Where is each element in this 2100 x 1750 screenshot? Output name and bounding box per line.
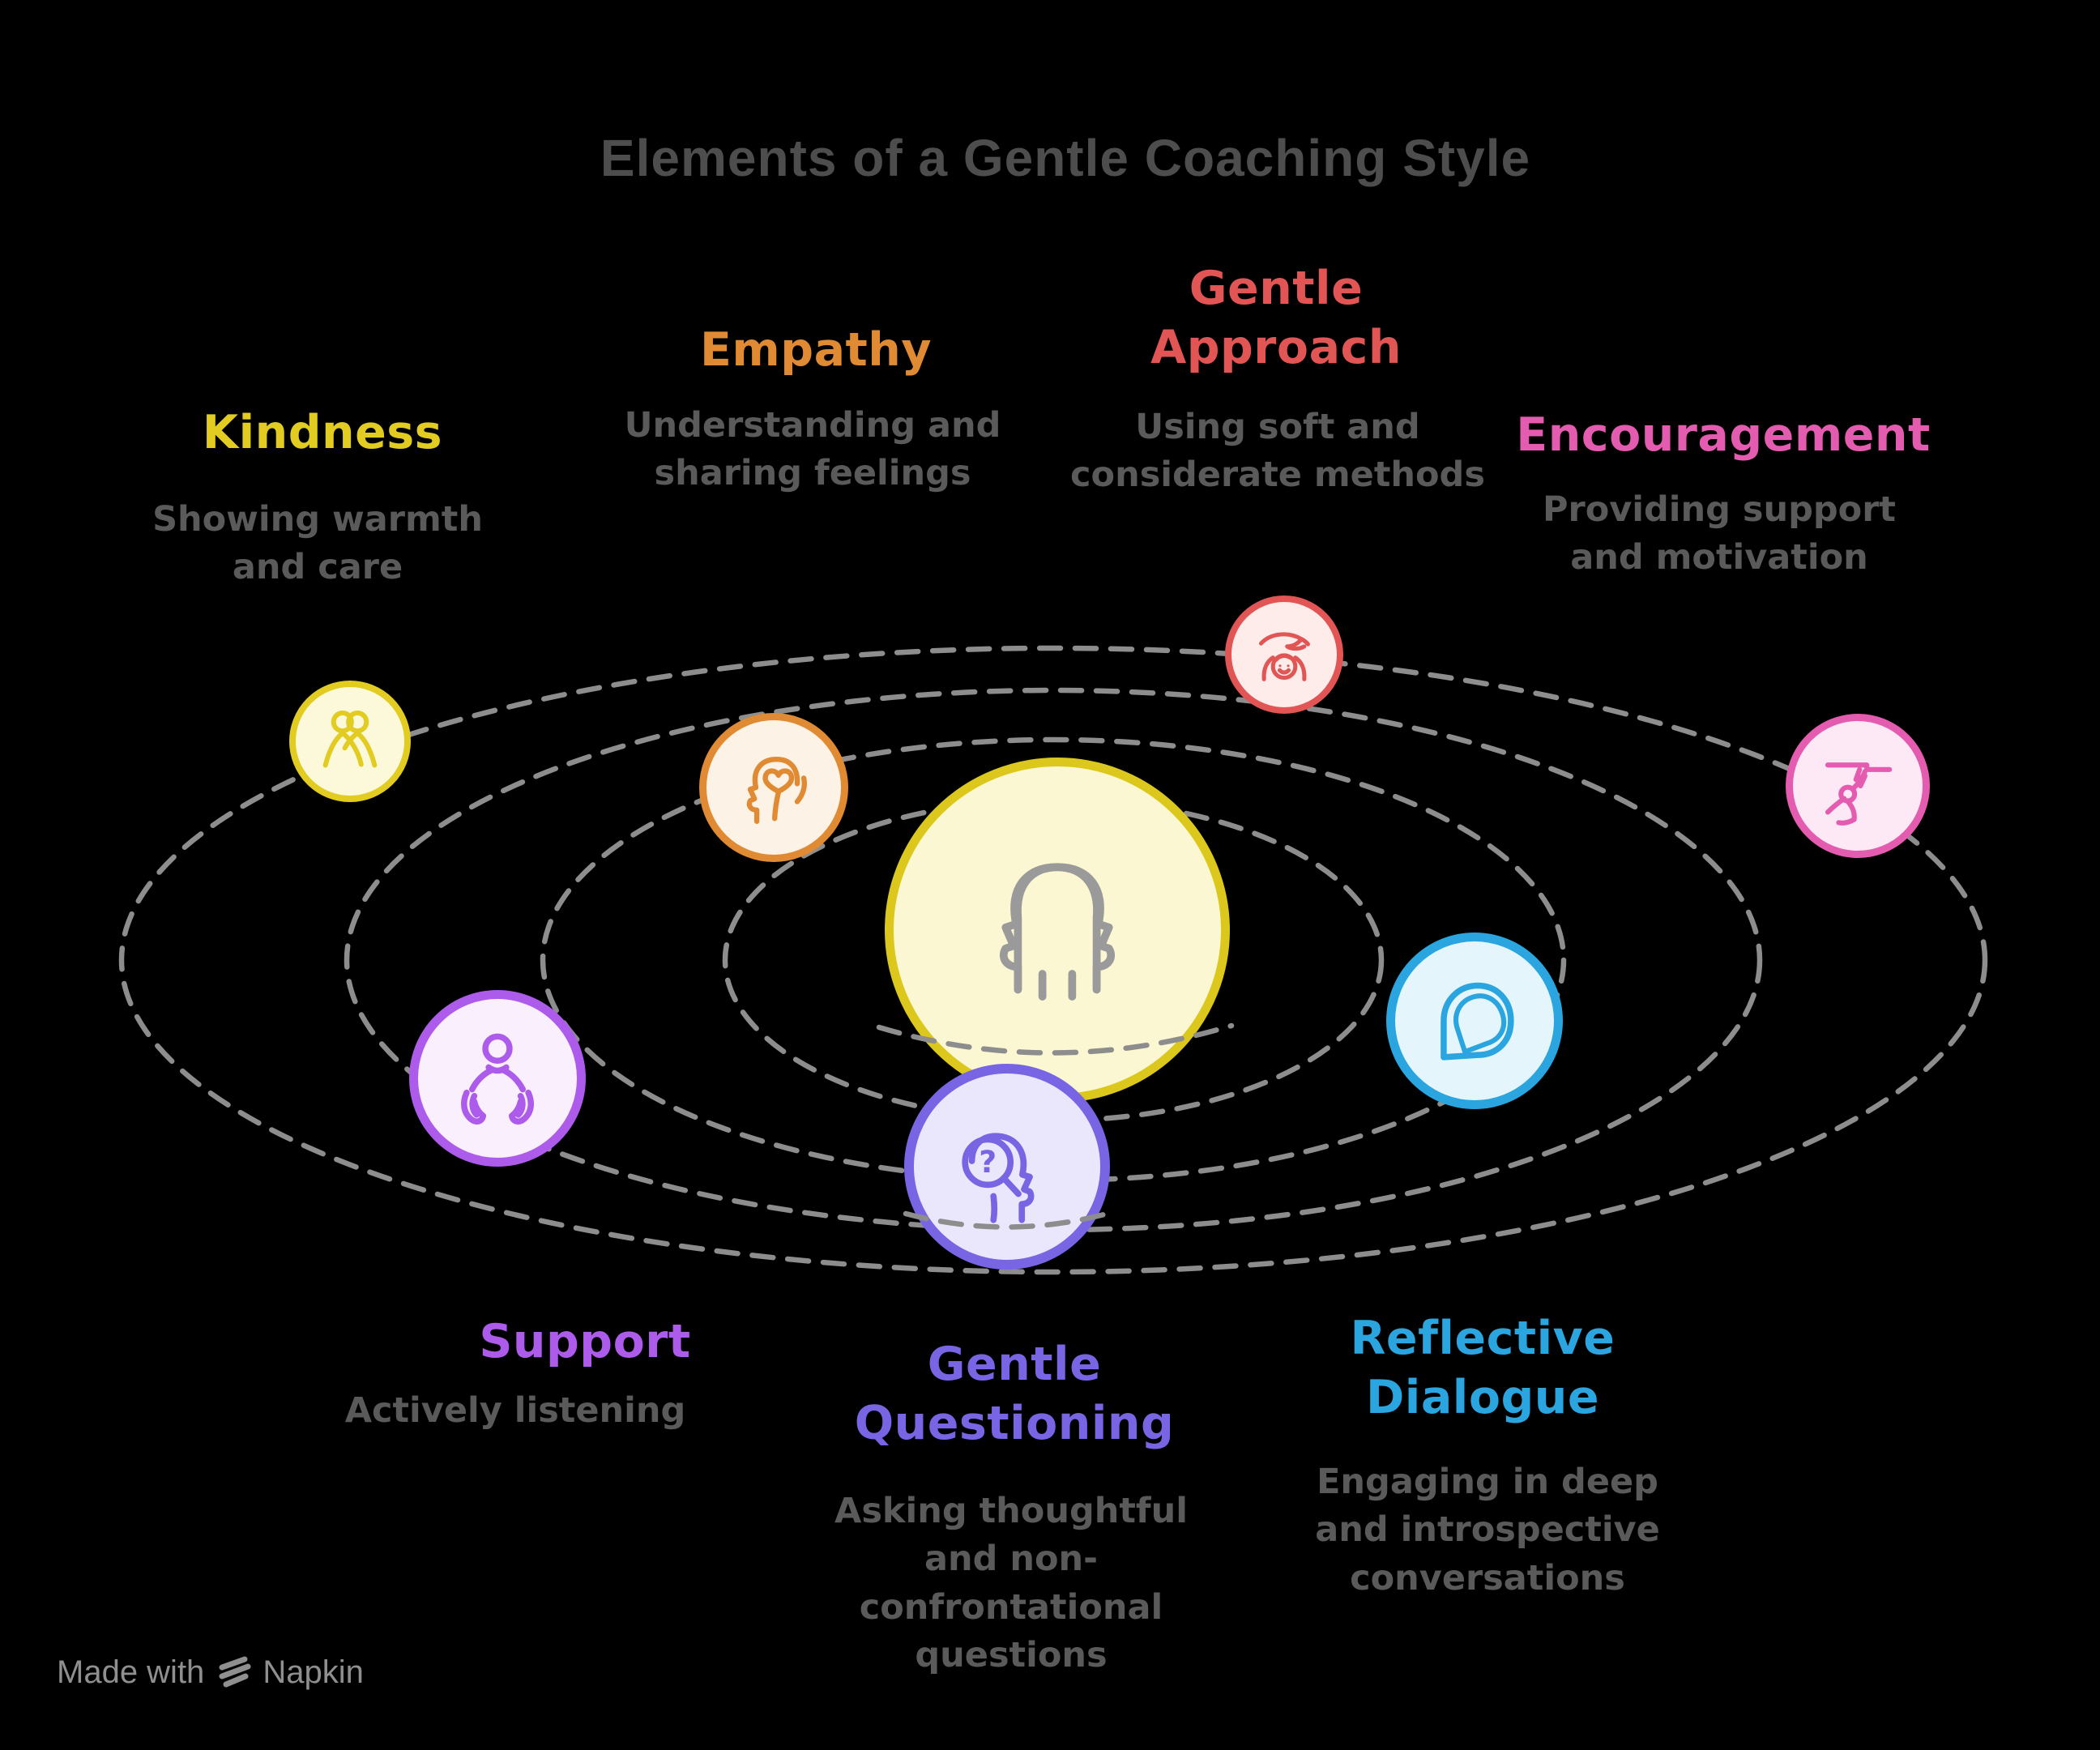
label-support: Support bbox=[479, 1315, 691, 1368]
desc-kindness: Showing warmth and care bbox=[152, 499, 483, 588]
desc-support: Actively listening bbox=[344, 1390, 686, 1431]
orbit-2 bbox=[540, 736, 1567, 1184]
label-encouragement: Encouragement bbox=[1516, 408, 1931, 462]
hugging-people-icon bbox=[322, 711, 378, 768]
label-empathy: Empathy bbox=[699, 323, 933, 377]
badge-kindness bbox=[289, 681, 411, 802]
desc-gentle-questioning: Asking thoughtful and non-confrontationa… bbox=[834, 1491, 1188, 1675]
made-with-napkin-footer: Made with Napkin bbox=[57, 1654, 364, 1691]
page-title: Elements of a Gentle Coaching Style bbox=[600, 129, 1531, 187]
label-reflective-dialogue: Reflective Dialogue bbox=[1350, 1312, 1616, 1424]
center-circle bbox=[885, 758, 1230, 1103]
label-gentle-approach: Gentle Approach bbox=[1150, 262, 1402, 374]
badge-gentle-questioning: ? bbox=[904, 1064, 1110, 1270]
badge-empathy bbox=[699, 713, 848, 862]
desc-encouragement: Providing support and motivation bbox=[1543, 489, 1896, 578]
orbit-4 bbox=[118, 645, 1988, 1275]
desc-reflective-dialogue: Engaging in deep and introspective conve… bbox=[1315, 1462, 1660, 1598]
badge-encouragement bbox=[1786, 714, 1930, 858]
label-gentle-questioning: Gentle Questioning bbox=[854, 1338, 1175, 1450]
hands-holding-person-icon bbox=[461, 1033, 534, 1125]
head-question-magnifier-icon: ? bbox=[962, 1133, 1035, 1223]
nested-speech-bubbles-icon bbox=[1441, 982, 1514, 1061]
badge-support bbox=[409, 990, 586, 1167]
desc-gentle-approach: Using soft and considerate methods bbox=[1070, 407, 1485, 496]
label-kindness: Kindness bbox=[202, 406, 443, 459]
desc-empathy: Understanding and sharing feelings bbox=[624, 405, 1001, 494]
svg-text:?: ? bbox=[979, 1144, 997, 1180]
overlapping-heads-icon bbox=[999, 863, 1116, 1001]
napkin-brand-text: Napkin bbox=[262, 1654, 364, 1690]
napkin-logo-icon bbox=[219, 1656, 251, 1687]
badge-gentle-approach bbox=[1225, 595, 1343, 714]
badge-reflective-dialogue bbox=[1386, 933, 1563, 1109]
caring-hand-child-icon bbox=[1258, 632, 1310, 681]
head-with-heart-icon bbox=[746, 757, 807, 824]
made-with-text: Made with bbox=[57, 1654, 205, 1690]
person-climbing-flag-icon bbox=[1825, 762, 1893, 826]
